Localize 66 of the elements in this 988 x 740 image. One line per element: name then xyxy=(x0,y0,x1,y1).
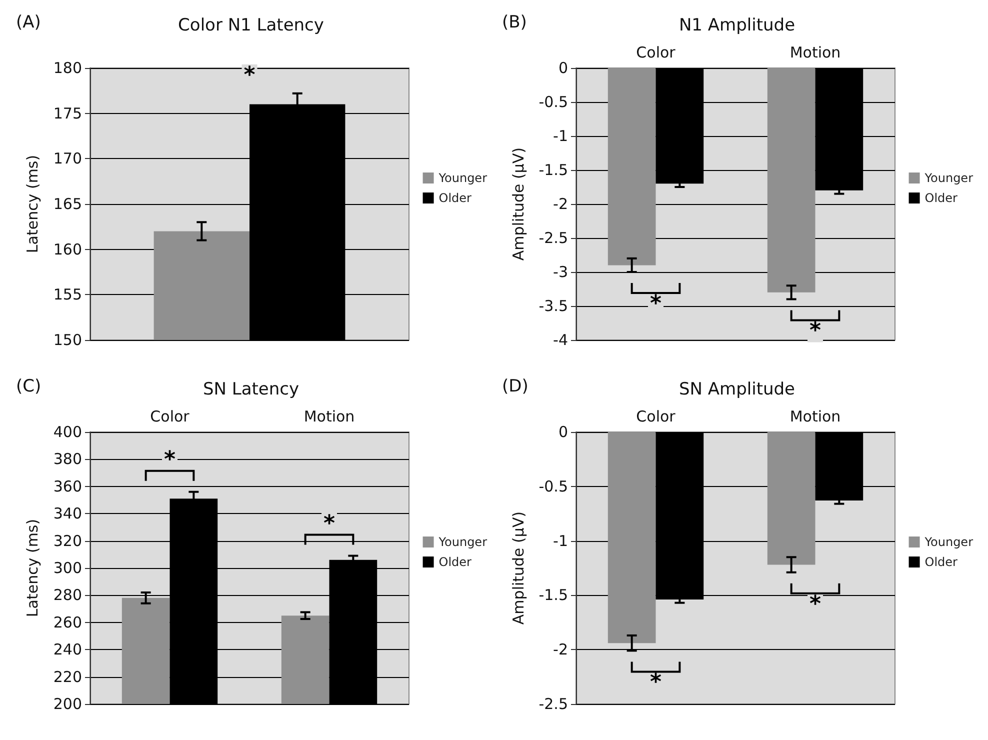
y-tick-label: -0.5 xyxy=(538,93,568,111)
y-axis-title: Amplitude (µV) xyxy=(510,511,528,625)
y-tick-label: -0.5 xyxy=(538,477,568,496)
text: (C) xyxy=(16,376,42,396)
y-tick-label: 320 xyxy=(53,532,82,550)
y-tick-label: -3.5 xyxy=(538,297,568,315)
legend-label: Older xyxy=(924,191,958,205)
y-tick-label: 200 xyxy=(53,695,82,713)
legend-label: Younger xyxy=(438,171,488,185)
y-tick-label: 240 xyxy=(53,640,82,659)
y-tick-label: 150 xyxy=(53,331,82,349)
text: (B) xyxy=(502,12,527,32)
annotation: * xyxy=(244,62,256,88)
y-tick-label: -2 xyxy=(553,640,568,659)
chart-title: SN Amplitude xyxy=(678,380,796,400)
legend-label: Younger xyxy=(924,535,974,549)
y-tick-label: 170 xyxy=(53,150,82,168)
x-tick-label: Motion xyxy=(304,408,355,426)
x-tick-label: Motion xyxy=(790,408,841,426)
y-tick-label: -2.5 xyxy=(538,695,568,713)
y-tick-label: -1.5 xyxy=(538,586,568,604)
legend-label: Younger xyxy=(438,535,488,549)
y-tick-label: 360 xyxy=(53,477,82,496)
annotation: * xyxy=(323,511,336,536)
y-tick-label: 175 xyxy=(53,104,82,122)
y-tick-label: 0 xyxy=(558,423,568,441)
legend-label: Younger xyxy=(924,171,974,185)
annotation: * xyxy=(809,318,822,344)
x-tick-label: Color xyxy=(636,408,676,426)
y-tick-label: -3 xyxy=(553,263,568,281)
chart-title: Color N1 Latency xyxy=(178,16,324,36)
y-tick-label: 260 xyxy=(53,613,82,632)
y-tick-label: -2 xyxy=(553,195,568,213)
y-tick-label: 380 xyxy=(53,450,82,468)
y-tick-label: 340 xyxy=(53,504,82,523)
legend-label: Older xyxy=(924,555,958,569)
y-tick-label: -1.5 xyxy=(538,161,568,179)
chart-title: N1 Amplitude xyxy=(678,16,796,36)
y-tick-label: 180 xyxy=(53,59,82,77)
annotation: * xyxy=(164,447,176,472)
x-tick-label: Color xyxy=(150,408,190,426)
y-tick-label: 220 xyxy=(53,668,82,686)
legend-label: Older xyxy=(438,555,472,569)
x-tick-label: Motion xyxy=(790,44,841,62)
y-tick-label: 0 xyxy=(558,59,568,77)
y-tick-label: 160 xyxy=(53,240,82,258)
y-tick-label: 280 xyxy=(53,586,82,604)
y-axis-title: Latency (ms) xyxy=(24,518,42,618)
y-tick-label: 165 xyxy=(53,195,82,213)
y-tick-label: 300 xyxy=(53,559,82,577)
annotation: * xyxy=(650,292,662,316)
y-tick-label: -2.5 xyxy=(538,229,568,247)
y-tick-label: -4 xyxy=(553,331,568,349)
text: (A) xyxy=(16,12,41,32)
y-tick-label: 400 xyxy=(53,423,82,441)
y-axis-title: Latency (ms) xyxy=(24,154,42,254)
y-axis-title: Amplitude (µV) xyxy=(510,147,528,261)
annotation: * xyxy=(809,592,822,617)
legend-label: Older xyxy=(438,191,472,205)
y-tick-label: 155 xyxy=(53,286,82,304)
text: (D) xyxy=(502,376,528,396)
chart-title: SN Latency xyxy=(202,380,300,400)
y-tick-label: -1 xyxy=(553,127,568,145)
annotation: * xyxy=(650,670,662,696)
y-tick-label: -1 xyxy=(553,532,568,550)
x-tick-label: Color xyxy=(636,44,676,62)
